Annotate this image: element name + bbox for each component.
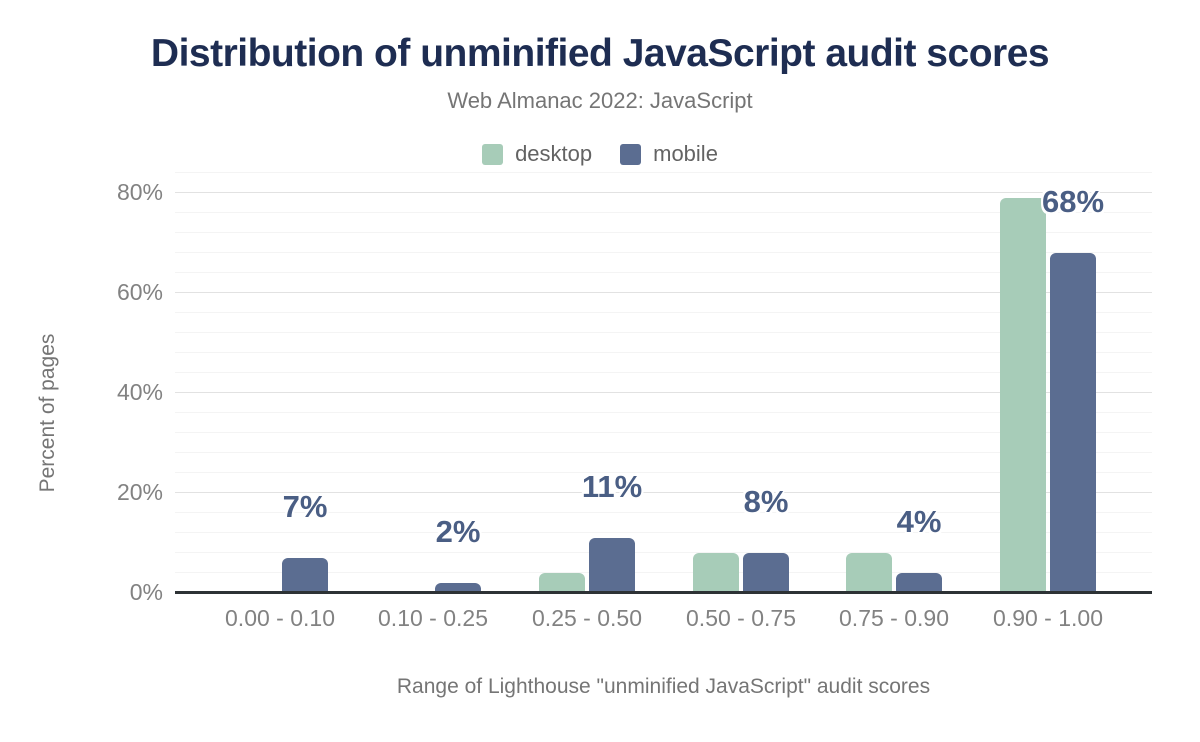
chart-subtitle: Web Almanac 2022: JavaScript [447,88,753,113]
minor-gridline-56 [175,312,1152,313]
x-tick-label-0: 0.00 - 0.10 [225,605,335,631]
legend-swatch-desktop [482,143,504,165]
x-tick-label-1: 0.10 - 0.25 [378,605,488,631]
major-gridline-60 [175,292,1152,293]
bar-mobile-0[interactable] [282,558,328,593]
y-tick-label-20: 20% [116,479,163,505]
minor-gridline-4 [175,572,1152,573]
x-axis-line [175,591,1152,594]
value-label-mobile-4: 4% [896,504,942,539]
legend-label-desktop: desktop [515,141,593,166]
bar-desktop-5[interactable] [1000,198,1046,593]
minor-gridline-44 [175,372,1152,373]
legend-swatch-mobile [620,143,642,165]
minor-gridline-36 [175,412,1152,413]
x-tick-label-5: 0.90 - 1.00 [993,605,1103,631]
bar-desktop-3[interactable] [693,553,739,593]
minor-gridline-48 [175,352,1152,353]
y-tick-label-80: 80% [116,179,163,205]
y-tick-label-60: 60% [116,279,163,305]
legend-label-mobile: mobile [653,141,718,166]
x-tick-label-2: 0.25 - 0.50 [532,605,642,631]
x-tick-label-4: 0.75 - 0.90 [839,605,949,631]
bar-mobile-5[interactable] [1050,253,1096,593]
major-gridline-80 [175,192,1152,193]
legend: desktop mobile [0,141,1200,167]
major-gridline-20 [175,492,1152,493]
value-label-mobile-2: 11% [581,469,643,504]
minor-gridline-16 [175,512,1152,513]
plot-area: 7% 2% 11% 8% 4% 68% [175,172,1152,594]
minor-gridline-64 [175,272,1152,273]
minor-gridline-68 [175,252,1152,253]
y-tick-label-0: 0% [129,579,163,605]
bar-mobile-1[interactable] [435,583,481,593]
minor-gridline-84 [175,172,1152,173]
minor-gridline-8 [175,552,1152,553]
minor-gridline-72 [175,232,1152,233]
y-tick-label-40: 40% [116,379,163,405]
value-label-mobile-3: 8% [743,484,789,519]
bar-desktop-4[interactable] [846,553,892,593]
value-label-mobile-0: 7% [282,489,328,524]
bar-mobile-2[interactable] [589,538,635,593]
minor-gridline-12 [175,532,1152,533]
bar-desktop-2[interactable] [539,573,585,593]
bar-mobile-4[interactable] [896,573,942,593]
value-label-mobile-1: 2% [435,514,481,549]
legend-item-mobile: mobile [620,141,718,167]
x-axis-title: Range of Lighthouse "unminified JavaScri… [396,675,931,698]
minor-gridline-28 [175,452,1152,453]
minor-gridline-76 [175,212,1152,213]
minor-gridline-52 [175,332,1152,333]
y-axis-title: Percent of pages [36,333,59,493]
major-gridline-40 [175,392,1152,393]
x-tick-label-3: 0.50 - 0.75 [686,605,796,631]
minor-gridline-32 [175,432,1152,433]
legend-item-desktop: desktop [482,141,592,167]
minor-gridline-24 [175,472,1152,473]
value-label-mobile-5: 68% [1041,184,1105,219]
bar-mobile-3[interactable] [743,553,789,593]
chart-title: Distribution of unminified JavaScript au… [150,32,1050,75]
